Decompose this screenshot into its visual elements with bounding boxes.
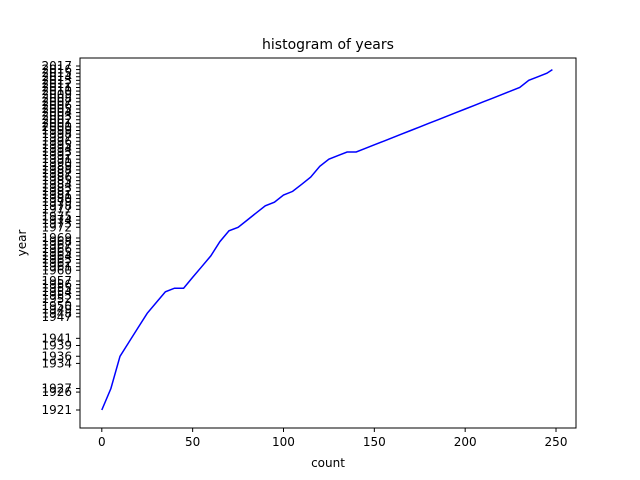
- chart-title: histogram of years: [262, 37, 394, 53]
- y-tick-label: 1926: [41, 385, 72, 399]
- y-tick-label: 1921: [41, 403, 72, 417]
- y-tick-label: 1993: [41, 145, 72, 159]
- y-tick-label: 1952: [41, 292, 72, 306]
- y-tick-label: 1936: [41, 349, 72, 363]
- y-axis-label: year: [15, 230, 29, 257]
- x-tick-label: 0: [98, 435, 106, 449]
- y-tick-label: 1962: [41, 256, 72, 270]
- y-tick-label: 2009: [41, 88, 72, 102]
- y-tick-label: 2007: [41, 95, 72, 109]
- y-tick-label: 1980: [41, 192, 72, 206]
- y-tick-label: 2008: [41, 91, 72, 105]
- y-tick-label: 1963: [41, 253, 72, 267]
- y-tick-label: 1985: [41, 174, 72, 188]
- y-tick-label: 2017: [41, 59, 72, 73]
- y-tick-label: 1981: [41, 188, 72, 202]
- x-axis-ticks: 0 50 100 150 200 250: [98, 428, 567, 449]
- y-tick-label: 2001: [41, 116, 72, 130]
- x-tick-label: 100: [272, 435, 295, 449]
- y-tick-label: 1996: [41, 134, 72, 148]
- y-tick-label: 1957: [41, 274, 72, 288]
- y-tick-label: 1965: [41, 245, 72, 259]
- y-tick-label: 2003: [41, 109, 72, 123]
- y-tick-label: 1934: [41, 356, 72, 370]
- y-tick-label: 2010: [41, 84, 72, 98]
- y-tick-label: 1969: [41, 231, 72, 245]
- y-tick-label: 1978: [41, 199, 72, 213]
- y-tick-label: 1956: [41, 278, 72, 292]
- y-tick-label: 1967: [41, 238, 72, 252]
- y-tick-label: 1990: [41, 156, 72, 170]
- y-tick-label: 1968: [41, 235, 72, 249]
- y-tick-label: 2016: [41, 63, 72, 77]
- y-tick-label: 1991: [41, 152, 72, 166]
- y-tick-label: 1966: [41, 242, 72, 256]
- y-tick-label: 1989: [41, 159, 72, 173]
- y-tick-label: 1975: [41, 210, 72, 224]
- x-axis-label: count: [311, 456, 345, 470]
- y-tick-label: 1927: [41, 382, 72, 396]
- y-tick-label: 1988: [41, 163, 72, 177]
- x-tick-label: 250: [545, 435, 568, 449]
- y-tick-label: 1955: [41, 281, 72, 295]
- y-tick-label: 1987: [41, 167, 72, 181]
- y-tick-label: 2015: [41, 66, 72, 80]
- y-tick-label: 1974: [41, 213, 72, 227]
- y-tick-label: 1994: [41, 141, 72, 155]
- y-tick-label: 1950: [41, 299, 72, 313]
- y-tick-label: 2011: [41, 81, 72, 95]
- y-tick-label: 1986: [41, 170, 72, 184]
- x-tick-label: 200: [454, 435, 477, 449]
- series-line: [101, 68, 553, 411]
- y-tick-label: 1949: [41, 303, 72, 317]
- y-tick-label: 2014: [41, 70, 72, 84]
- y-tick-label: 1979: [41, 195, 72, 209]
- y-tick-label: 2002: [41, 113, 72, 127]
- y-tick-label: 1964: [41, 249, 72, 263]
- y-tick-label: 1954: [41, 285, 72, 299]
- y-tick-label: 1998: [41, 127, 72, 141]
- x-tick-label: 50: [185, 435, 200, 449]
- y-tick-label: 1939: [41, 339, 72, 353]
- y-tick-label: 1995: [41, 138, 72, 152]
- y-tick-label: 1977: [41, 202, 72, 216]
- y-tick-label: 1953: [41, 288, 72, 302]
- y-tick-label: 2012: [41, 77, 72, 91]
- y-tick-label: 1941: [41, 331, 72, 345]
- y-tick-label: 1948: [41, 306, 72, 320]
- y-tick-label: 1982: [41, 184, 72, 198]
- y-tick-label: 2013: [41, 73, 72, 87]
- y-tick-label: 1992: [41, 149, 72, 163]
- y-tick-label: 1973: [41, 217, 72, 231]
- y-tick-label: 2005: [41, 102, 72, 116]
- y-tick-label: 1997: [41, 131, 72, 145]
- y-tick-label: 1983: [41, 181, 72, 195]
- y-tick-label: 2004: [41, 106, 72, 120]
- y-tick-label: 1947: [41, 310, 72, 324]
- y-tick-label: 1999: [41, 124, 72, 138]
- y-tick-label: 1972: [41, 220, 72, 234]
- y-tick-label: 1984: [41, 177, 72, 191]
- y-tick-label: 1961: [41, 260, 72, 274]
- y-tick-label: 2006: [41, 98, 72, 112]
- x-tick-label: 150: [363, 435, 386, 449]
- y-tick-label: 1960: [41, 263, 72, 277]
- y-tick-label: 2000: [41, 120, 72, 134]
- plot-frame: [79, 57, 577, 429]
